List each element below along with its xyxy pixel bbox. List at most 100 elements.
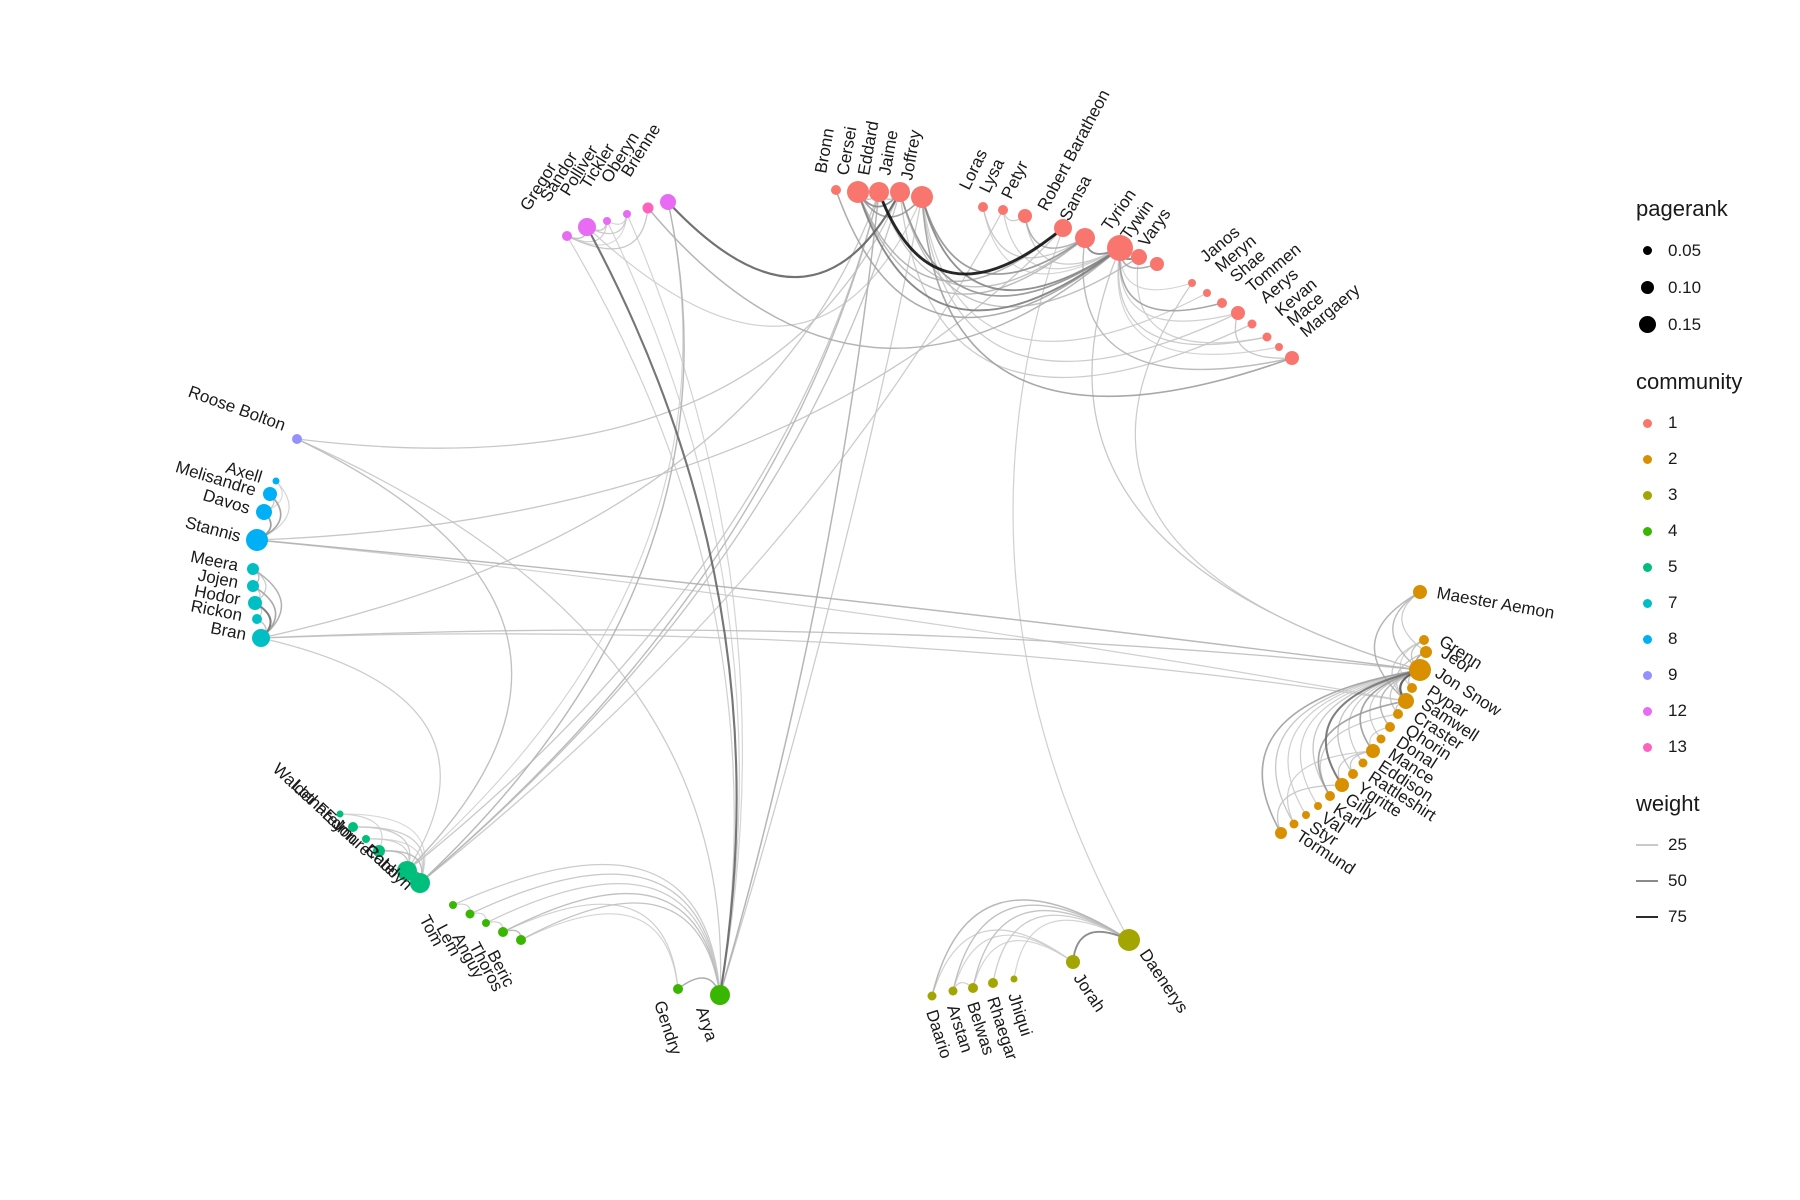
edge-Brienne-Robb bbox=[406, 201, 684, 872]
edge-Tyrion-Mace bbox=[1117, 247, 1280, 355]
edge-Beric-Arya bbox=[520, 902, 721, 996]
node-Tywin[interactable] bbox=[1131, 249, 1147, 265]
node-Tormund[interactable] bbox=[1275, 827, 1287, 839]
node-Arstan[interactable] bbox=[948, 986, 958, 996]
node-Janos[interactable] bbox=[1188, 279, 1196, 287]
node-Cersei[interactable] bbox=[847, 181, 869, 203]
node-Aerys[interactable] bbox=[1247, 319, 1257, 329]
node-Sansa[interactable] bbox=[1075, 228, 1095, 248]
legend-community-item-12: 12 bbox=[1636, 693, 1742, 729]
edge-Samwell-Maester Aemon bbox=[1373, 591, 1421, 702]
node-Craster[interactable] bbox=[1393, 709, 1403, 719]
node-Margaery[interactable] bbox=[1285, 351, 1299, 365]
node-Kevan[interactable] bbox=[1262, 332, 1272, 342]
node-Val[interactable] bbox=[1302, 811, 1310, 819]
pagerank-size-dot bbox=[1640, 281, 1654, 294]
edge-Jaime-Tywin bbox=[899, 191, 1140, 308]
node-Daario[interactable] bbox=[927, 991, 937, 1001]
community-color-dot bbox=[1642, 706, 1652, 716]
node-Ygritte[interactable] bbox=[1335, 778, 1349, 792]
node-Melisandre[interactable] bbox=[263, 487, 277, 501]
node-Arya[interactable] bbox=[710, 985, 730, 1005]
edge-Jon Snow-Tormund bbox=[1261, 669, 1421, 834]
node-Rhaegar[interactable] bbox=[988, 978, 998, 988]
node-Jhiqui[interactable] bbox=[1010, 975, 1018, 983]
node-Lysa[interactable] bbox=[998, 205, 1008, 215]
node-Thoros[interactable] bbox=[498, 927, 508, 937]
node-Daenerys[interactable] bbox=[1118, 929, 1140, 951]
node-Stannis[interactable] bbox=[246, 529, 268, 551]
node-Maester Aemon[interactable] bbox=[1413, 585, 1427, 599]
node-Roose Bolton[interactable] bbox=[292, 434, 302, 444]
node-Brienne[interactable] bbox=[660, 194, 676, 210]
node-label-Daenerys: Daenerys bbox=[1136, 946, 1192, 1017]
node-Tom[interactable] bbox=[449, 901, 457, 909]
community-color-dot bbox=[1642, 562, 1652, 572]
node-Axell[interactable] bbox=[272, 477, 280, 485]
node-Bronn[interactable] bbox=[831, 185, 841, 195]
legend-community-item-4: 4 bbox=[1636, 513, 1742, 549]
node-Oberyn[interactable] bbox=[642, 202, 654, 214]
node-Jeor[interactable] bbox=[1420, 646, 1432, 658]
node-Gregor[interactable] bbox=[562, 231, 572, 241]
node-Meera[interactable] bbox=[247, 563, 259, 575]
node-Sandor[interactable] bbox=[578, 218, 596, 236]
node-Bran[interactable] bbox=[252, 629, 270, 647]
node-Grenn[interactable] bbox=[1419, 635, 1429, 645]
node-Tommen[interactable] bbox=[1231, 306, 1245, 320]
node-Mance[interactable] bbox=[1366, 744, 1380, 758]
edge-Sansa-Margaery bbox=[1082, 237, 1293, 371]
legend-pagerank-item-0.10: 0.10 bbox=[1636, 269, 1742, 306]
legend-pagerank-item-0.15: 0.15 bbox=[1636, 306, 1742, 343]
node-Walder Frey[interactable] bbox=[348, 822, 358, 832]
node-label-Gendry: Gendry bbox=[650, 998, 685, 1057]
node-Catelyn[interactable] bbox=[410, 873, 430, 893]
node-Beric[interactable] bbox=[516, 935, 526, 945]
edge-Thoros-Gendry bbox=[502, 903, 679, 990]
node-Joffrey[interactable] bbox=[911, 186, 933, 208]
node-Robert Baratheon[interactable] bbox=[1054, 219, 1072, 237]
node-Shae[interactable] bbox=[1217, 298, 1227, 308]
node-Lem[interactable] bbox=[465, 909, 475, 919]
node-Belwas[interactable] bbox=[968, 983, 978, 993]
node-Jorah[interactable] bbox=[1066, 955, 1080, 969]
edge-Joffrey-Meryn bbox=[921, 196, 1208, 342]
node-Petyr[interactable] bbox=[1018, 209, 1032, 223]
node-Jaime[interactable] bbox=[890, 182, 910, 202]
node-Robb[interactable] bbox=[397, 861, 417, 881]
node-Styr[interactable] bbox=[1289, 819, 1299, 829]
node-Karl[interactable] bbox=[1314, 802, 1322, 810]
edge-Loras-Tyrion bbox=[982, 206, 1121, 275]
node-Gilly[interactable] bbox=[1325, 791, 1335, 801]
node-Qhorin[interactable] bbox=[1385, 722, 1395, 732]
edge-Jon Snow-Karl bbox=[1299, 669, 1421, 807]
node-Jon Snow[interactable] bbox=[1409, 659, 1431, 681]
node-Loras[interactable] bbox=[978, 202, 988, 212]
edge-Tyrion-Jon Snow bbox=[1091, 247, 1421, 671]
node-Donal[interactable] bbox=[1376, 734, 1386, 744]
node-Tyrion[interactable] bbox=[1107, 235, 1133, 261]
node-Eddison[interactable] bbox=[1358, 758, 1368, 768]
node-Hodor[interactable] bbox=[248, 596, 262, 610]
node-Polliver[interactable] bbox=[603, 217, 611, 225]
node-Rattleshirt[interactable] bbox=[1348, 769, 1358, 779]
node-Mace[interactable] bbox=[1275, 343, 1283, 351]
node-Edmure[interactable] bbox=[373, 845, 385, 857]
node-Gendry[interactable] bbox=[673, 984, 683, 994]
node-Varys[interactable] bbox=[1150, 257, 1164, 271]
node-Davos[interactable] bbox=[256, 504, 272, 520]
node-Rickon[interactable] bbox=[252, 614, 262, 624]
node-Lothar[interactable] bbox=[336, 810, 344, 818]
node-Jon[interactable] bbox=[362, 835, 370, 843]
node-Anguy[interactable] bbox=[482, 919, 490, 927]
node-Pypar[interactable] bbox=[1407, 683, 1417, 693]
node-Jojen[interactable] bbox=[247, 580, 259, 592]
edge-Joffrey-Margaery bbox=[921, 196, 1293, 398]
community-color-dot bbox=[1642, 742, 1652, 752]
node-Samwell[interactable] bbox=[1398, 693, 1414, 709]
node-Tickler[interactable] bbox=[623, 210, 631, 218]
community-color-dot bbox=[1642, 418, 1652, 428]
node-Meryn[interactable] bbox=[1203, 289, 1211, 297]
node-Eddard[interactable] bbox=[869, 182, 889, 202]
